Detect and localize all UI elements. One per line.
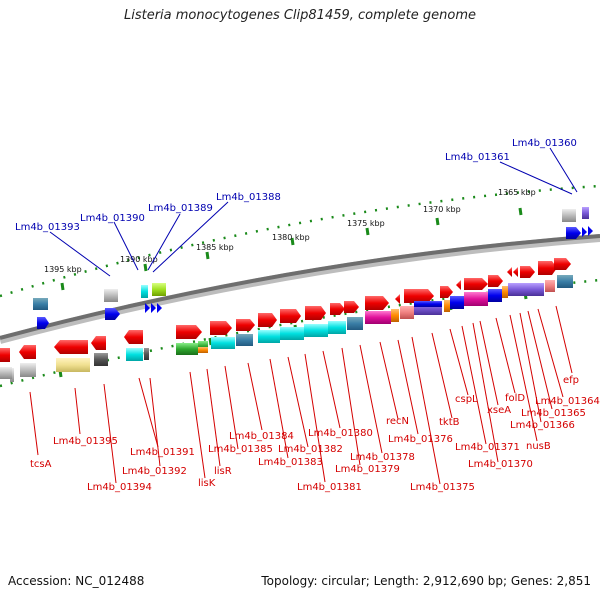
gene-label: Lm4b_01392	[122, 466, 187, 477]
gene-feature	[330, 303, 345, 315]
genome-stats-text: Topology: circular; Length: 2,912,690 bp…	[261, 574, 591, 588]
gene-label: Lm4b_01364	[535, 396, 600, 407]
gene-feature	[176, 325, 202, 339]
gene-feature	[124, 330, 143, 344]
gene-label: Lm4b_01360	[512, 138, 577, 149]
gene-label: recN	[386, 416, 409, 427]
gene-feature	[404, 289, 434, 303]
gene-label: tktB	[439, 417, 460, 428]
gene-feature	[582, 207, 589, 219]
gene-label: Lm4b_01383	[258, 457, 323, 468]
gene-label: efp	[563, 375, 579, 386]
cog-colored-row	[176, 275, 573, 355]
genome-backbone-line	[0, 234, 600, 340]
gene-label: lisK	[198, 478, 216, 489]
gene-label: Lm4b_01366	[510, 420, 575, 431]
gene-label: Lm4b_01388	[216, 192, 281, 203]
gene-feature	[554, 258, 571, 270]
gene-feature	[280, 309, 301, 323]
gene-label: Lm4b_01390	[80, 213, 145, 224]
gene-feature	[456, 280, 461, 290]
gene-feature	[33, 298, 48, 310]
bottom-label-texts: tcsA Lm4b_01395 Lm4b_01394 Lm4b_01391 Lm…	[30, 375, 600, 493]
gene-feature	[141, 285, 148, 298]
gene-feature	[305, 306, 326, 320]
gene-feature	[464, 278, 488, 290]
reverse-strand-features	[0, 330, 149, 382]
gene-feature	[520, 266, 535, 278]
scale-major-ticks	[60, 207, 523, 291]
gene-feature	[0, 348, 10, 362]
gene-feature	[144, 348, 149, 360]
gene-label: Lm4b_01381	[297, 482, 362, 493]
gene-label: folD	[505, 393, 525, 404]
gene-feature	[538, 261, 557, 275]
gene-feature	[0, 367, 12, 379]
gene-label: Lm4b_01389	[148, 203, 213, 214]
gene-label: nusB	[526, 441, 551, 452]
gene-label: lisR	[214, 466, 232, 477]
gene-label: xseA	[487, 405, 511, 416]
gene-label: Lm4b_01380	[308, 428, 373, 439]
scale-label: 1395 kbp	[44, 265, 82, 274]
gene-feature	[37, 317, 49, 329]
gene-feature	[105, 308, 120, 320]
gene-label: cspL	[455, 394, 478, 405]
gene-feature	[236, 319, 255, 331]
gene-feature	[210, 321, 232, 335]
gene-feature	[94, 353, 108, 366]
gene-label: Lm4b_01361	[445, 152, 510, 163]
scale-label: 1375 kbp	[347, 219, 385, 228]
gene-label: Lm4b_01371	[455, 442, 520, 453]
scale-label: 1380 kbp	[272, 233, 310, 242]
gene-feature	[566, 227, 581, 239]
gene-feature	[344, 301, 359, 313]
gene-label: Lm4b_01370	[468, 459, 533, 470]
gene-label: Lm4b_01385	[208, 444, 273, 455]
gene-feature	[582, 226, 593, 237]
outer-tick-track	[0, 184, 600, 298]
gene-label: Lm4b_01375	[410, 482, 475, 493]
gene-label: Lm4b_01365	[521, 408, 586, 419]
scale-label: 1370 kbp	[423, 205, 461, 214]
gene-label: Lm4b_01384	[229, 431, 294, 442]
gene-feature	[104, 289, 118, 302]
gene-feature	[126, 348, 143, 361]
gene-feature	[440, 286, 453, 298]
gene-feature	[152, 283, 166, 296]
gene-feature	[562, 209, 576, 222]
gene-label: Lm4b_01394	[87, 482, 152, 493]
gene-feature	[20, 363, 36, 377]
scale-label: 1390 kbp	[120, 255, 158, 264]
gene-feature	[54, 340, 88, 354]
bottom-labels	[29, 305, 573, 485]
gene-feature	[488, 275, 503, 287]
gene-feature	[395, 294, 400, 304]
gene-feature	[56, 358, 90, 372]
map-title: Listeria monocytogenes Clip81459, comple…	[123, 8, 476, 23]
gene-feature	[507, 267, 518, 277]
gene-label: Lm4b_01391	[130, 447, 195, 458]
forward-strand-features	[33, 207, 593, 339]
gene-label: Lm4b_01393	[15, 222, 80, 233]
scale-label: 1365 kbp	[498, 188, 536, 197]
accession-text: Accession: NC_012488	[8, 574, 145, 588]
gene-label: tcsA	[30, 459, 52, 470]
gene-feature	[365, 296, 389, 310]
gene-label: Lm4b_01378	[350, 452, 415, 463]
gene-feature	[19, 345, 36, 359]
gene-feature	[145, 303, 162, 313]
gene-feature	[91, 336, 106, 350]
gene-label: Lm4b_01382	[278, 444, 343, 455]
gene-feature	[258, 313, 277, 327]
top-labels: Lm4b_01393 Lm4b_01390 Lm4b_01389 Lm4b_01…	[15, 138, 578, 277]
gene-label: Lm4b_01376	[388, 434, 453, 445]
gene-label: Lm4b_01379	[335, 464, 400, 475]
gene-label: Lm4b_01395	[53, 436, 118, 447]
scale-label: 1385 kbp	[196, 243, 234, 252]
